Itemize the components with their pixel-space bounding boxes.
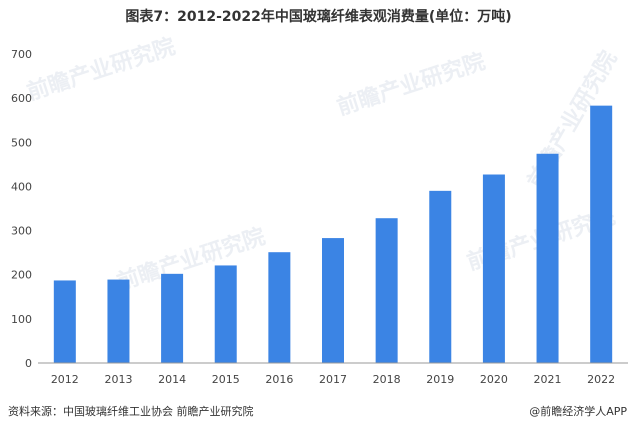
- x-tick-label: 2018: [373, 373, 401, 386]
- bar-2017: [322, 238, 344, 363]
- source-note: 资料来源：中国玻璃纤维工业协会 前瞻产业研究院: [8, 405, 254, 418]
- watermark-text: 前瞻产业研究院: [334, 48, 489, 120]
- bars-group: [53, 105, 613, 363]
- y-tick-label: 600: [11, 92, 32, 105]
- x-tick-label: 2015: [212, 373, 240, 386]
- x-tick-label: 2022: [587, 373, 615, 386]
- x-tick-label: 2012: [51, 373, 79, 386]
- bar-2021: [536, 153, 559, 363]
- x-tick-label: 2016: [265, 373, 293, 386]
- bar-2014: [161, 273, 184, 363]
- watermark-text: 前瞻产业研究院: [114, 223, 269, 295]
- y-tick-label: 700: [11, 48, 32, 61]
- y-axis: 0 100 200 300 400 500 600 700: [11, 48, 32, 370]
- y-tick-label: 0: [25, 357, 32, 370]
- x-tick-label: 2020: [480, 373, 508, 386]
- x-tick-label: 2019: [426, 373, 454, 386]
- y-tick-label: 500: [11, 136, 32, 149]
- chart-title: 图表7：2012-2022年中国玻璃纤维表观消费量(单位：万吨): [125, 9, 512, 25]
- x-tick-label: 2021: [534, 373, 562, 386]
- x-tick-label: 2013: [104, 373, 132, 386]
- bar-2012: [53, 280, 76, 363]
- bar-chart: 前瞻产业研究院前瞻产业研究院前瞻产业研究院前瞻产业研究院前瞻产业研究院 0100…: [11, 33, 628, 386]
- y-tick-label: 100: [11, 313, 32, 326]
- bar-2019: [429, 190, 452, 363]
- x-axis: 2012 2013 2014 2015 2016 2017 2018 2019 2020 2021…: [51, 373, 615, 386]
- y-tick-label: 400: [11, 180, 32, 193]
- bar-2022: [590, 105, 613, 363]
- x-tick-label: 2017: [319, 373, 347, 386]
- bar-2016: [268, 252, 291, 363]
- bar-2018: [375, 218, 398, 363]
- brand-credit: @前瞻经济学人APP: [529, 405, 627, 418]
- x-tick-label: 2014: [158, 373, 186, 386]
- watermark-text: 前瞻产业研究院: [24, 33, 179, 105]
- bar-2015: [214, 265, 237, 363]
- bar-2013: [107, 279, 130, 363]
- bar-2020: [482, 174, 505, 363]
- y-tick-label: 200: [11, 269, 32, 282]
- y-tick-label: 300: [11, 225, 32, 238]
